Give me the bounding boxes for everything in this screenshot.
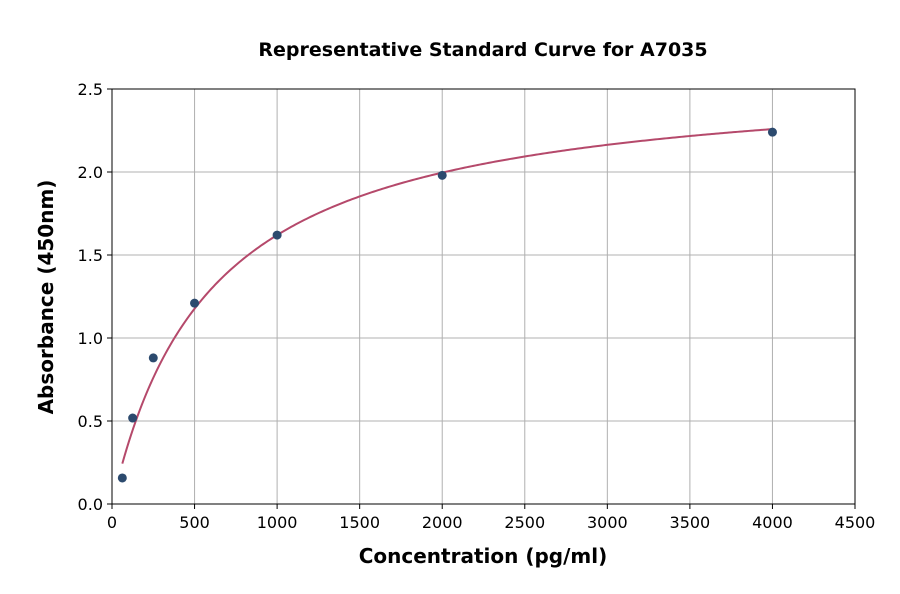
y-tick-label: 1.5: [78, 246, 103, 265]
plot-frame: [111, 88, 856, 505]
data-point: [190, 298, 200, 308]
x-axis: 0 500 1000 1500 2000 2500 3000 3500 4000 4500: [107, 504, 875, 532]
chart-title: Representative Standard Curve for A7035: [258, 39, 707, 61]
x-tick-label: 0: [107, 513, 117, 532]
fit-curve: [121, 128, 773, 464]
x-tick-label: 2000: [422, 513, 463, 532]
x-tick-label: 4500: [835, 513, 876, 532]
data-point: [272, 230, 282, 240]
data-point: [117, 473, 127, 483]
x-tick-label: 3000: [587, 513, 628, 532]
y-axis: 0.0 0.5 1.0 1.5 2.0 2.5: [78, 80, 112, 514]
x-tick-label: 3500: [670, 513, 711, 532]
x-tick-label: 500: [179, 513, 210, 532]
x-axis-label: Concentration (pg/ml): [359, 544, 608, 568]
data-point: [148, 353, 158, 363]
y-axis-label: Absorbance (450nm): [34, 180, 58, 415]
x-tick-label: 4000: [752, 513, 793, 532]
x-tick-label: 1500: [339, 513, 380, 532]
data-point: [437, 170, 447, 180]
data-points: [117, 127, 777, 483]
y-tick-label: 1.0: [78, 329, 103, 348]
data-point: [767, 127, 777, 137]
x-tick-label: 2500: [504, 513, 545, 532]
y-tick-label: 2.5: [78, 80, 103, 99]
y-tick-label: 0.5: [78, 412, 103, 431]
x-tick-label: 1000: [257, 513, 298, 532]
data-point: [128, 413, 138, 423]
grid: [111, 88, 856, 505]
y-tick-label: 0.0: [78, 495, 103, 514]
y-tick-label: 2.0: [78, 163, 103, 182]
